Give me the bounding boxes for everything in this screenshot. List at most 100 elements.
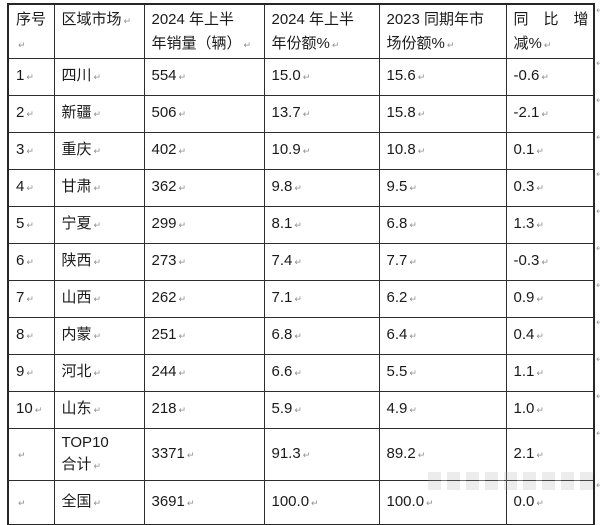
paragraph-mark-icon: ↵ (26, 146, 34, 156)
cell-region: 甘肃 ↵ (53, 168, 145, 207)
cell-change: -0.3 ↵ (505, 242, 595, 281)
cell-value: 0.4 (513, 326, 535, 343)
cell-region: 全国 ↵ (53, 479, 145, 525)
cell-share-2024: 9.8 ↵ (263, 168, 380, 207)
row-end-mark-icon: ↵ (596, 206, 600, 216)
cell-share-2023: 6.8 ↵ (378, 205, 507, 244)
table-row: 5 ↵ 宁夏 ↵ 299 ↵ 8.1 ↵ 6.8 ↵ 1.3 ↵ (7, 205, 595, 244)
paragraph-mark-icon: ↵ (178, 146, 187, 156)
cell-value: 0.0 (513, 492, 535, 510)
header-label: 2023 同期年市 场份额% (386, 11, 485, 52)
paragraph-mark-icon: ↵ (26, 183, 34, 193)
cell-region: 四川 ↵ (53, 57, 145, 96)
cell-value: 0.9 (513, 289, 535, 306)
header-label: 序号 (16, 11, 47, 28)
col-header-sales-2024: 2024 年上半 年销量（辆） ↵ (143, 3, 265, 59)
cell-value: 89.2 (386, 444, 416, 462)
cell-value: 6.2 (386, 289, 408, 306)
cell-value: 山西 (61, 289, 92, 306)
paragraph-mark-icon: ↵ (93, 405, 102, 415)
cell-value: 402 (151, 141, 177, 158)
paragraph-mark-icon: ↵ (541, 257, 549, 267)
row-end-mark-icon: ↵ (596, 132, 600, 142)
paragraph-mark-icon: ↵ (409, 220, 417, 230)
paragraph-mark-icon: ↵ (536, 331, 544, 341)
cell-value: 7 (16, 289, 25, 306)
cell-value: 15.6 (386, 67, 416, 84)
paragraph-mark-icon: ↵ (417, 146, 426, 156)
cell-value: 5 (16, 215, 25, 232)
cell-value: -2.1 (513, 104, 540, 121)
cell-value: 362 (151, 178, 177, 195)
cell-sales: 251 ↵ (143, 316, 265, 355)
cell-region: 河北 ↵ (53, 353, 145, 392)
cell-value: 新疆 (61, 104, 92, 121)
table-row: 3 ↵ 重庆 ↵ 402 ↵ 10.9 ↵ 10.8 ↵ 0.1 ↵ (7, 131, 595, 170)
cell-share-2024: 8.1 ↵ (263, 205, 380, 244)
cell-value: 10 (16, 400, 33, 417)
paragraph-mark-icon: ↵ (123, 16, 132, 26)
paragraph-mark-icon: ↵ (294, 294, 302, 304)
paragraph-mark-icon: ↵ (93, 368, 102, 378)
paragraph-mark-icon: ↵ (18, 40, 26, 50)
cell-value: 河北 (61, 363, 92, 380)
cell-value: 甘肃 (61, 178, 92, 195)
cell-value: 91.3 (271, 444, 301, 462)
row-end-mark-icon: ↵ (596, 5, 600, 15)
cell-value: 0.3 (513, 178, 535, 195)
cell-index: 6 ↵ (7, 242, 55, 281)
cell-value: 262 (151, 289, 177, 306)
paragraph-mark-icon: ↵ (294, 257, 302, 267)
paragraph-mark-icon: ↵ (409, 368, 417, 378)
cell-share-2024: 91.3 ↵ (263, 427, 380, 481)
cell-region: 山东 ↵ (53, 390, 145, 429)
cell-value: 6.8 (386, 215, 408, 232)
paragraph-mark-icon: ↵ (93, 183, 102, 193)
paragraph-mark-icon: ↵ (541, 72, 549, 82)
cell-value: -0.6 (513, 67, 540, 84)
cell-index: 2 ↵ (7, 94, 55, 133)
table-row: 9 ↵ 河北 ↵ 244 ↵ 6.6 ↵ 5.5 ↵ 1.1 ↵ (7, 353, 595, 392)
cell-value: 251 (151, 326, 177, 343)
cell-value: 100.0 (271, 492, 310, 510)
cell-value: 四川 (61, 67, 92, 84)
paragraph-mark-icon: ↵ (93, 72, 102, 82)
cell-share-2023: 89.2 ↵ (378, 427, 507, 481)
paragraph-mark-icon: ↵ (294, 405, 302, 415)
paragraph-mark-icon: ↵ (311, 497, 319, 508)
row-end-mark-icon: ↵ (596, 58, 600, 68)
cell-share-2024: 6.6 ↵ (263, 353, 380, 392)
table-row: 2 ↵ 新疆 ↵ 506 ↵ 13.7 ↵ 15.8 ↵ -2.1 ↵ (7, 94, 595, 133)
paragraph-mark-icon: ↵ (18, 449, 26, 460)
cell-value: 8 (16, 326, 25, 343)
col-header-share-2024: 2024 年上半 年份额% ↵ (263, 3, 380, 59)
cell-value: 100.0 (386, 492, 425, 510)
cell-sales: 218 ↵ (143, 390, 265, 429)
paragraph-mark-icon: ↵ (186, 497, 195, 508)
table-row-national-total: ↵ 全国 ↵ 3691 ↵ 100.0 ↵ 100.0 ↵ 0.0 ↵ (7, 479, 595, 525)
cell-region: 新疆 ↵ (53, 94, 145, 133)
cell-share-2024: 13.7 ↵ (263, 94, 380, 133)
paragraph-mark-icon: ↵ (536, 497, 544, 508)
cell-value: 6.6 (271, 363, 293, 380)
paragraph-mark-icon: ↵ (302, 72, 311, 82)
cell-region: 宁夏 ↵ (53, 205, 145, 244)
cell-value: -0.3 (513, 252, 540, 269)
row-end-mark-icon: ↵ (596, 169, 600, 179)
paragraph-mark-icon: ↵ (18, 497, 26, 508)
cell-sales: 362 ↵ (143, 168, 265, 207)
paragraph-mark-icon: ↵ (178, 294, 187, 304)
cell-index: 10 ↵ (7, 390, 55, 429)
cell-share-2024: 7.4 ↵ (263, 242, 380, 281)
cell-value: 15.8 (386, 104, 416, 121)
paragraph-mark-icon: ↵ (446, 40, 455, 50)
table-row: 10 ↵ 山东 ↵ 218 ↵ 5.9 ↵ 4.9 ↵ 1.0 ↵ (7, 390, 595, 429)
cell-value: 4.9 (386, 400, 408, 417)
cell-share-2024: 7.1 ↵ (263, 279, 380, 318)
paragraph-mark-icon: ↵ (34, 405, 43, 415)
cell-value: 2.1 (513, 444, 535, 462)
cell-share-2024: 6.8 ↵ (263, 316, 380, 355)
cell-change: 0.0 ↵ (505, 479, 595, 525)
header-row: 序号↵ 区域市场 ↵ 2024 年上半 年销量（辆） ↵ 2024 年上半 年份额%… (7, 3, 595, 59)
paragraph-mark-icon: ↵ (93, 220, 102, 230)
